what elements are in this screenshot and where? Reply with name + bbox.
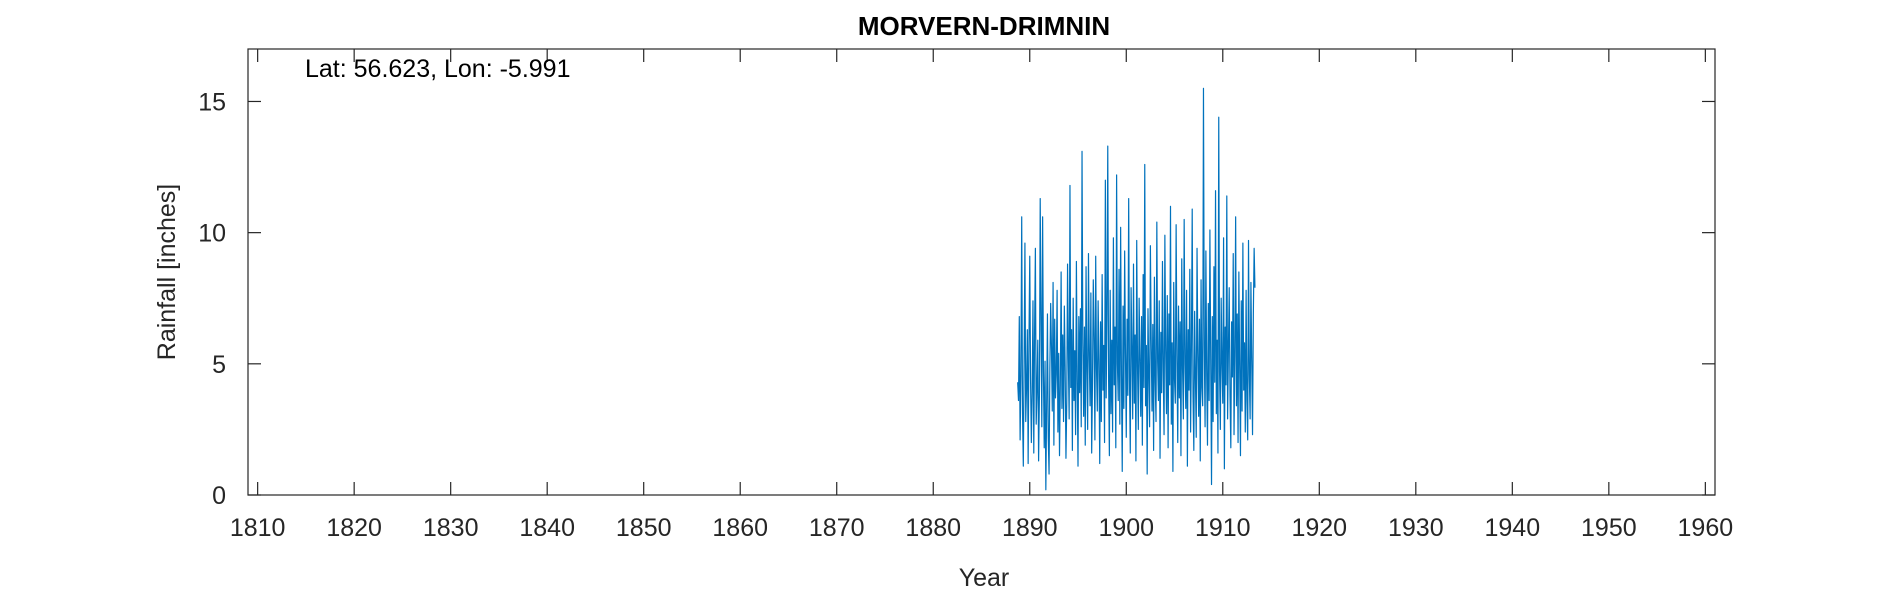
x-axis-label: Year [959, 564, 1010, 591]
x-tick-label: 1870 [809, 514, 865, 542]
x-tick-label: 1820 [326, 514, 382, 542]
y-tick-label: 15 [198, 88, 226, 116]
x-tick-label: 1900 [1098, 514, 1154, 542]
rainfall-series-line [1017, 87, 1256, 491]
y-tick-label: 0 [212, 482, 226, 510]
x-tick-label: 1890 [1002, 514, 1058, 542]
x-tick-label: 1850 [616, 514, 672, 542]
axis-tick-labels: 1810 1820 1830 1840 1850 1860 1870 1880 1890 1900… [198, 88, 1733, 542]
x-tick-label: 1930 [1388, 514, 1444, 542]
y-tick-label: 5 [212, 351, 226, 379]
x-tick-label: 1920 [1291, 514, 1347, 542]
x-tick-label: 1840 [519, 514, 575, 542]
y-tick-label: 10 [198, 220, 226, 248]
location-annotation: Lat: 56.623, Lon: -5.991 [305, 55, 571, 83]
axis-ticks [248, 49, 1715, 496]
x-tick-label: 1810 [230, 514, 286, 542]
plot-frame [247, 48, 1716, 496]
y-axis-label: Rainfall [inches] [153, 184, 181, 360]
x-tick-label: 1940 [1485, 514, 1541, 542]
chart-title: MORVERN-DRIMNIN [858, 11, 1110, 41]
x-tick-label: 1860 [712, 514, 768, 542]
x-tick-label: 1910 [1195, 514, 1251, 542]
x-tick-label: 1960 [1678, 514, 1734, 542]
x-tick-label: 1830 [423, 514, 479, 542]
x-tick-label: 1880 [905, 514, 961, 542]
x-tick-label: 1950 [1581, 514, 1637, 542]
plot-area [248, 49, 1715, 495]
